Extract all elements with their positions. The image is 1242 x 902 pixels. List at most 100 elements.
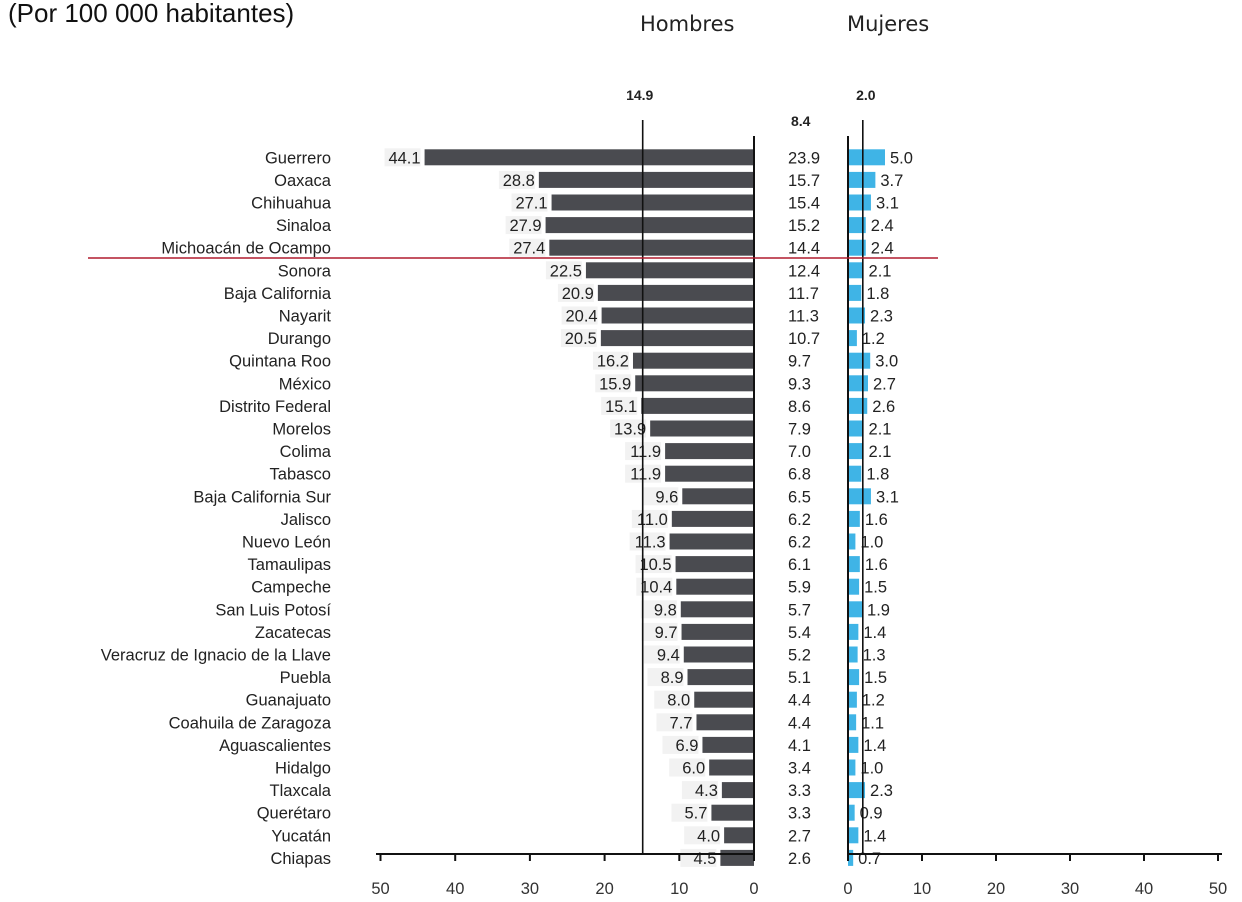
men-value-backdrop bbox=[498, 170, 535, 189]
men-value-label: 11.9 bbox=[630, 443, 661, 461]
women-value-label: 1.0 bbox=[860, 760, 883, 778]
women-value-label: 1.9 bbox=[867, 601, 890, 619]
men-value-label: 9.6 bbox=[655, 488, 678, 506]
men-value-backdrop bbox=[631, 509, 668, 528]
women-bar bbox=[848, 397, 868, 414]
men-value-backdrop bbox=[671, 803, 708, 822]
men-value-backdrop bbox=[681, 781, 718, 800]
total-value-label: 3.3 bbox=[788, 805, 811, 823]
men-value-label: 15.1 bbox=[605, 398, 637, 416]
men-value-label: 11.9 bbox=[630, 466, 661, 484]
category-label: Veracruz de Ignacio de la Llave bbox=[101, 647, 331, 665]
men-value-backdrop bbox=[684, 826, 721, 845]
men-bar bbox=[721, 782, 754, 799]
women-axis-tick-label: 50 bbox=[1209, 880, 1227, 898]
men-value-label: 27.4 bbox=[513, 240, 545, 258]
men-value-backdrop bbox=[592, 351, 629, 370]
men-bar bbox=[711, 804, 754, 821]
chart-subtitle: (Por 100 000 habitantes) bbox=[8, 0, 295, 28]
women-bar bbox=[848, 149, 885, 166]
total-value-label: 5.1 bbox=[788, 669, 811, 687]
men-value-backdrop bbox=[636, 577, 673, 596]
category-label: Jalisco bbox=[281, 511, 331, 529]
men-value-label: 22.5 bbox=[550, 262, 582, 280]
category-label: Aguascalientes bbox=[219, 737, 331, 755]
women-bar bbox=[848, 804, 855, 821]
total-value-label: 3.4 bbox=[788, 760, 811, 778]
women-bar bbox=[848, 488, 871, 505]
men-value-backdrop bbox=[595, 374, 632, 393]
women-bar bbox=[848, 217, 866, 234]
men-value-backdrop bbox=[505, 216, 542, 235]
women-header: Mujeres bbox=[847, 12, 930, 36]
women-value-label: 1.5 bbox=[864, 579, 887, 597]
category-label: Coahuila de Zaragoza bbox=[169, 714, 332, 732]
women-bar bbox=[848, 782, 866, 799]
women-axis-tick-label: 20 bbox=[987, 880, 1005, 898]
men-value-backdrop bbox=[557, 283, 594, 302]
men-bar bbox=[702, 736, 754, 753]
category-label: Guanajuato bbox=[246, 692, 331, 710]
men-value-backdrop bbox=[669, 758, 706, 777]
women-bar bbox=[848, 262, 864, 279]
total-value-label: 6.2 bbox=[788, 511, 811, 529]
women-bar bbox=[848, 307, 866, 324]
women-value-label: 3.0 bbox=[875, 353, 898, 371]
category-label: Colima bbox=[280, 443, 332, 461]
men-value-label: 16.2 bbox=[597, 353, 629, 371]
women-value-label: 1.1 bbox=[861, 714, 884, 732]
men-value-backdrop bbox=[545, 261, 582, 280]
men-bar bbox=[538, 171, 754, 188]
men-bar bbox=[676, 578, 754, 595]
men-bar bbox=[687, 669, 754, 686]
men-bar bbox=[549, 239, 754, 256]
men-value-backdrop bbox=[509, 238, 546, 257]
total-value-label: 5.4 bbox=[788, 624, 811, 642]
men-bar bbox=[665, 443, 754, 460]
total-value-label: 9.3 bbox=[788, 375, 811, 393]
category-label: Oaxaca bbox=[274, 172, 332, 190]
women-value-label: 1.2 bbox=[862, 692, 885, 710]
category-label: Tabasco bbox=[270, 466, 331, 484]
women-bar bbox=[848, 420, 864, 437]
men-bar bbox=[635, 375, 754, 392]
women-value-label: 5.0 bbox=[890, 149, 913, 167]
men-value-label: 15.9 bbox=[599, 375, 631, 393]
men-value-label: 9.7 bbox=[655, 624, 678, 642]
women-value-label: 2.1 bbox=[869, 443, 892, 461]
category-label: México bbox=[279, 375, 331, 393]
men-axis-tick-label: 0 bbox=[749, 880, 758, 898]
women-value-label: 1.0 bbox=[860, 534, 883, 552]
men-value-backdrop bbox=[561, 306, 598, 325]
total-value-label: 3.3 bbox=[788, 782, 811, 800]
total-value-label: 7.0 bbox=[788, 443, 811, 461]
men-value-label: 10.4 bbox=[640, 579, 672, 597]
category-label: Morelos bbox=[272, 421, 331, 439]
women-value-label: 1.6 bbox=[865, 556, 888, 574]
women-value-label: 1.8 bbox=[866, 466, 889, 484]
category-label: Puebla bbox=[280, 669, 332, 687]
women-value-label: 2.1 bbox=[869, 421, 892, 439]
women-bar bbox=[848, 669, 860, 686]
women-bar bbox=[848, 171, 876, 188]
women-value-label: 2.4 bbox=[871, 240, 894, 258]
category-label: Campeche bbox=[251, 579, 331, 597]
men-bar bbox=[551, 194, 754, 211]
women-axis-tick-label: 40 bbox=[1135, 880, 1153, 898]
total-value-label: 15.7 bbox=[788, 172, 820, 190]
women-bar bbox=[848, 578, 860, 595]
men-bar bbox=[696, 714, 754, 731]
category-label: Sonora bbox=[278, 262, 332, 280]
total-value-label: 6.5 bbox=[788, 488, 811, 506]
men-bar bbox=[675, 556, 754, 573]
total-value-label: 9.7 bbox=[788, 353, 811, 371]
women-bar bbox=[848, 375, 868, 392]
women-value-label: 0.9 bbox=[860, 805, 883, 823]
men-value-label: 11.0 bbox=[637, 511, 668, 529]
men-value-label: 4.3 bbox=[695, 782, 718, 800]
total-value-label: 2.7 bbox=[788, 827, 811, 845]
women-value-label: 1.5 bbox=[864, 669, 887, 687]
women-bar bbox=[848, 284, 862, 301]
women-average-label: 2.0 bbox=[856, 87, 876, 103]
total-value-label: 11.3 bbox=[788, 308, 819, 326]
